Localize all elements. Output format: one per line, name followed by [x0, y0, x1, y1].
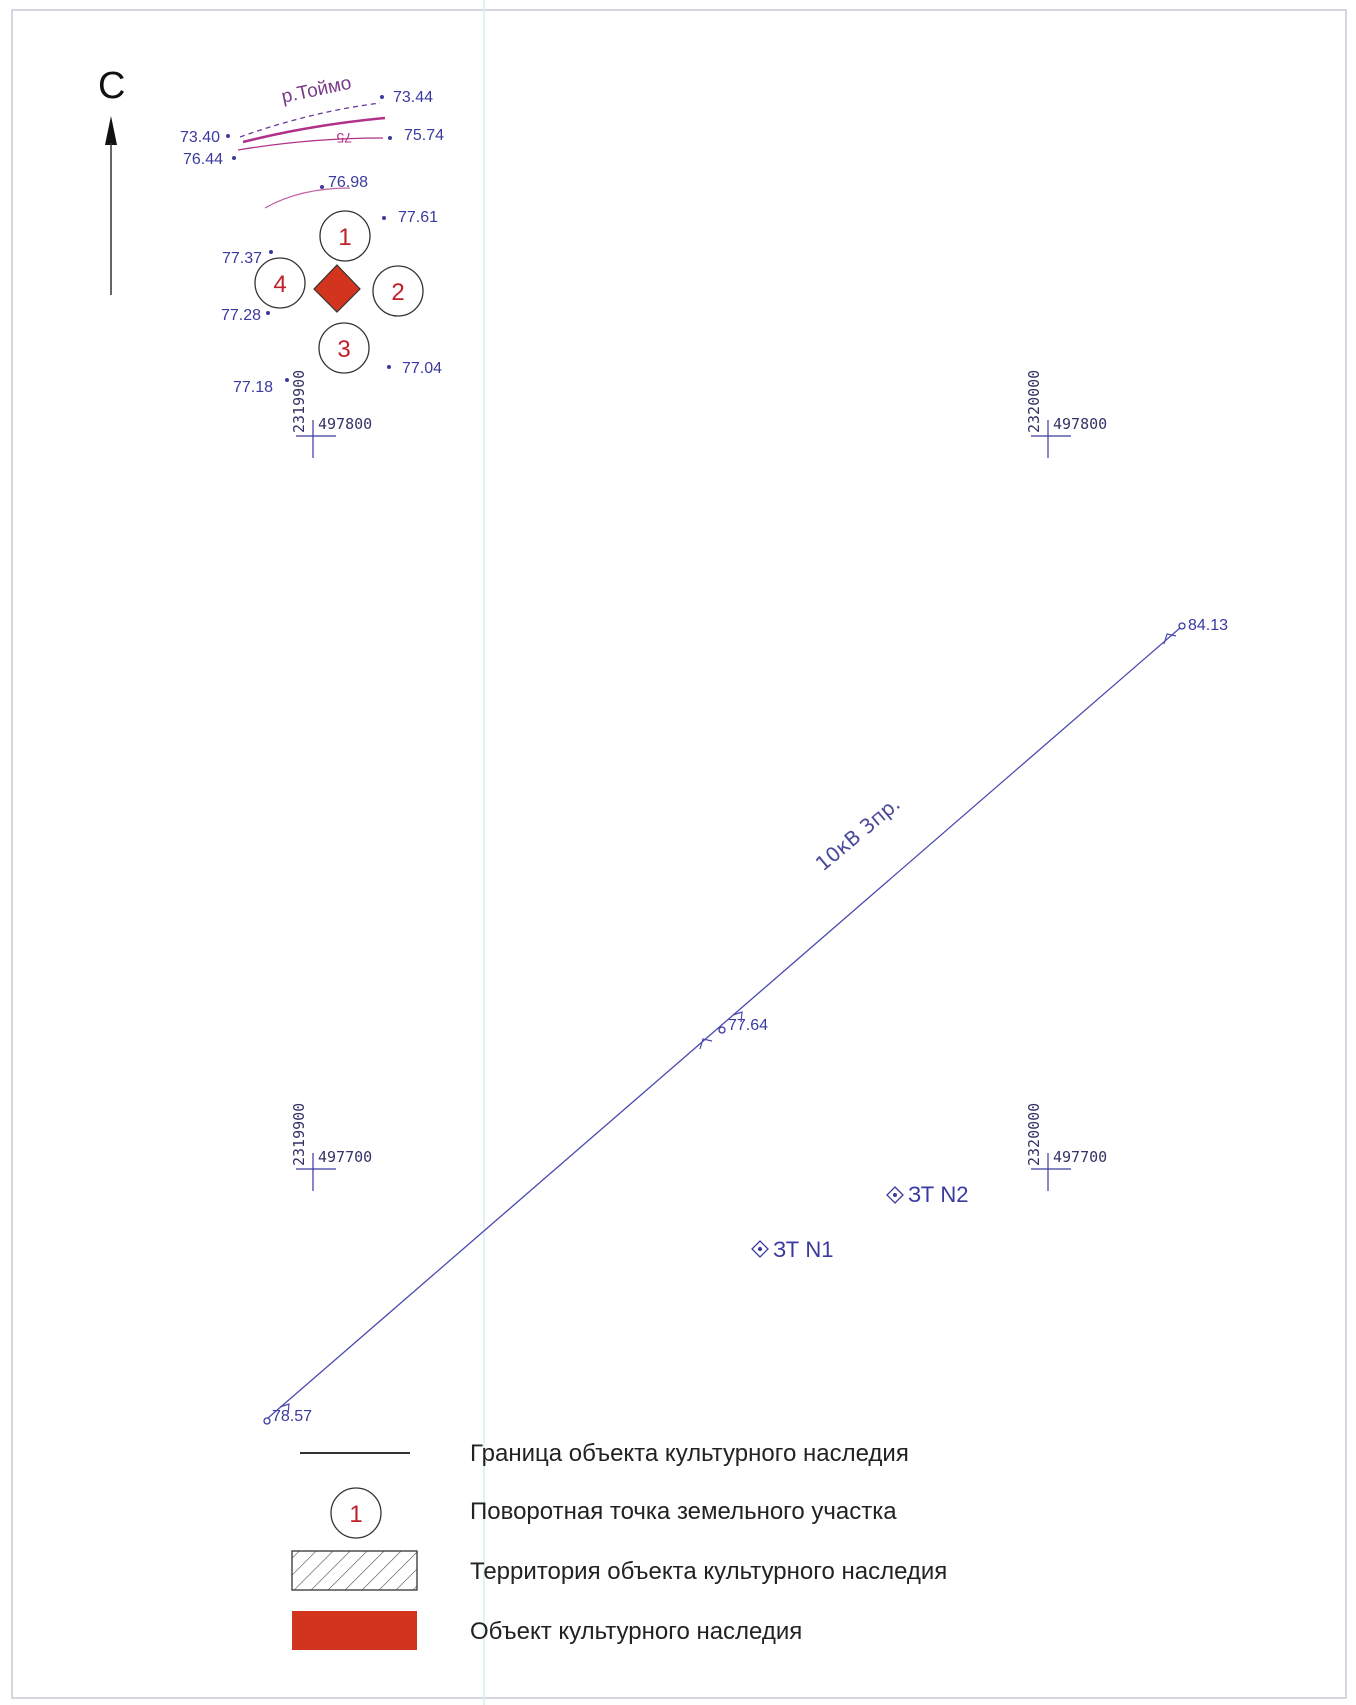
grid-coord-horizontal: 497700	[318, 1148, 372, 1166]
turning-point-number: 4	[273, 271, 286, 298]
legend-hatch-symbol	[291, 1550, 418, 1591]
turning-points: 1 2 3 4	[254, 210, 424, 374]
power-line-label: 10кВ 3пр.	[811, 792, 905, 876]
object-zt-n2: ЗТ N2	[886, 1182, 968, 1207]
turning-point-marker	[319, 210, 371, 262]
grid-coord-horizontal: 497800	[318, 415, 372, 433]
elevation-label: 78.57	[272, 1408, 312, 1425]
object-label: ЗТ N2	[908, 1182, 968, 1207]
river-label: р.Тоймо	[280, 73, 354, 108]
legend-label: Граница объекта культурного наследия	[470, 1440, 909, 1467]
turning-point-marker	[254, 257, 306, 309]
elevation-label: 76.44	[183, 151, 223, 168]
elevation-label: 77.04	[402, 360, 442, 377]
grid-coord-horizontal: 497700	[1053, 1148, 1107, 1166]
legend-circle-symbol	[330, 1487, 382, 1539]
elevation-label: 76.98	[328, 174, 368, 191]
elevation-label: 77.18	[233, 379, 273, 396]
power-line: 10кВ 3пр.	[267, 627, 1181, 1419]
grid-coord-vertical: 2319900	[290, 1103, 308, 1166]
object-zt-n1: ЗТ N1	[751, 1237, 833, 1262]
grid-coord-vertical: 2320000	[1025, 370, 1043, 433]
legend-label: Поворотная точка земельного участка	[470, 1498, 897, 1525]
turning-point-number: 2	[391, 279, 404, 306]
turning-point-number: 1	[338, 224, 351, 251]
grid-cross: 2320000 497800	[1025, 370, 1107, 458]
north-label: С	[98, 65, 125, 107]
elevation-points: 73.44 73.40 75.74 76.44 76.98 77.61 77.3…	[180, 89, 1228, 1425]
elevation-label: 77.64	[728, 1017, 768, 1034]
object-label: ЗТ N1	[773, 1237, 833, 1262]
heritage-object	[313, 264, 361, 313]
legend-label: Территория объекта культурного наследия	[470, 1558, 947, 1585]
grid-coord-vertical: 2319900	[290, 370, 308, 433]
grid-cross: 2319900 497800	[290, 370, 372, 458]
elevation-label: 77.28	[221, 307, 261, 324]
legend-label: Объект культурного наследия	[470, 1618, 802, 1645]
elevation-label: 77.37	[222, 250, 262, 267]
legend-fill-symbol	[292, 1611, 417, 1650]
legend: Граница объекта культурного наследия 1 П…	[291, 1440, 947, 1650]
legend-circle-number: 1	[349, 1501, 362, 1528]
elevation-label: 73.40	[180, 129, 220, 146]
grid-cross: 2320000 497700	[1025, 1103, 1107, 1191]
turning-point-marker	[372, 265, 424, 317]
north-arrow-head-icon	[105, 116, 117, 145]
grid-coord-horizontal: 497800	[1053, 415, 1107, 433]
elevation-label: 84.13	[1188, 617, 1228, 634]
north-arrow: С	[98, 65, 125, 295]
elevation-label: 73.44	[393, 89, 433, 106]
turning-point-number: 3	[337, 336, 350, 363]
grid-cross: 2319900 497700	[290, 1103, 372, 1191]
elevation-label: 75.74	[404, 127, 444, 144]
elevation-label: 77.61	[398, 209, 438, 226]
turning-point-marker	[318, 322, 370, 374]
grid-coord-vertical: 2320000	[1025, 1103, 1043, 1166]
sheet-frame	[11, 9, 1347, 1699]
contour-label: 75	[336, 130, 352, 146]
